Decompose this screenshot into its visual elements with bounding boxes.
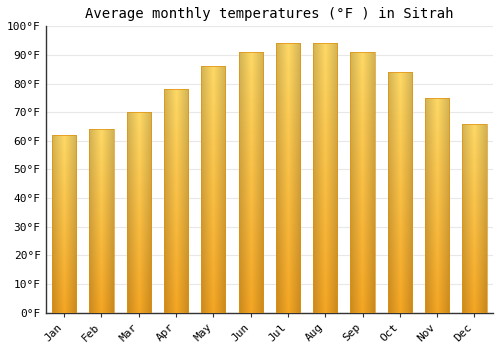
Bar — [313, 43, 338, 313]
Title: Average monthly temperatures (°F ) in Sitrah: Average monthly temperatures (°F ) in Si… — [85, 7, 454, 21]
Bar — [462, 124, 486, 313]
Bar — [164, 89, 188, 313]
Bar — [126, 112, 151, 313]
Bar — [90, 130, 114, 313]
Bar — [52, 135, 76, 313]
Bar — [425, 98, 449, 313]
Bar — [201, 66, 226, 313]
Bar — [350, 52, 374, 313]
Bar — [238, 52, 263, 313]
Bar — [388, 72, 412, 313]
Bar — [276, 43, 300, 313]
